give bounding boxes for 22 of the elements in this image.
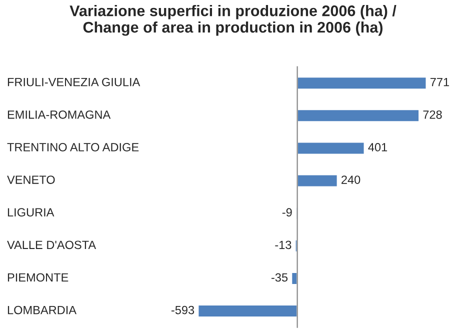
bar (296, 174, 338, 188)
bar (296, 76, 428, 90)
data-label: -35 (271, 273, 288, 282)
data-label: -13 (275, 240, 292, 250)
y-tick-label: FRIULI-VENEZIA GIULIA (8, 78, 140, 86)
data-label: 240 (342, 176, 360, 184)
data-label: -593 (171, 306, 194, 314)
bar (197, 304, 298, 318)
bar (296, 108, 420, 123)
y-tick-label: TRENTINO ALTO ADIGE (7, 143, 139, 152)
y-tick-label: VALLE D'AOSTA (7, 240, 96, 250)
y-tick-label: LOMBARDIA (8, 306, 77, 314)
chart-title: Variazione superfici in produzione 2006 (ha) / Change of area in production in 2006 (ha) (70, 5, 396, 36)
y-tick-label: EMILIA-ROMAGNA (8, 110, 111, 119)
y-tick-label: PIEMONTE (8, 273, 68, 282)
y-tick-label: LIGURIA (8, 208, 54, 217)
bar (296, 141, 366, 156)
data-label: 401 (368, 143, 388, 152)
y-tick-label: VENETO (7, 176, 55, 184)
data-label: -9 (282, 208, 292, 217)
data-label: 771 (430, 78, 449, 86)
data-label: 728 (423, 110, 442, 119)
